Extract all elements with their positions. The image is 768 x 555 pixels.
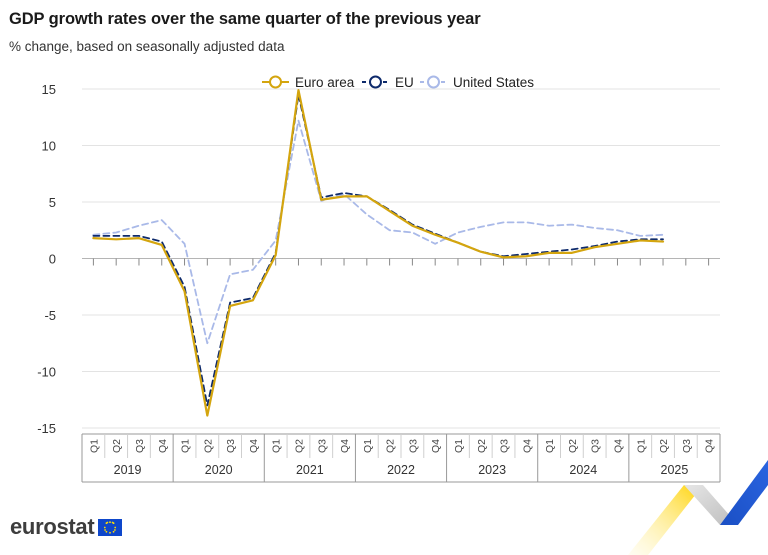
- series-line-euro-area: [92, 89, 665, 417]
- quarter-label: Q2: [202, 439, 214, 453]
- quarter-label: Q3: [134, 439, 146, 453]
- legend-label-eu: EU: [395, 75, 414, 90]
- quarter-label: Q1: [544, 439, 556, 453]
- quarter-label: Q1: [635, 439, 647, 453]
- quarter-label: Q4: [704, 439, 716, 453]
- y-tick-label: 10: [42, 139, 56, 154]
- y-tick-label: 5: [49, 195, 56, 210]
- quarter-label: Q1: [88, 439, 100, 453]
- quarter-label: Q3: [316, 439, 328, 453]
- quarter-label: Q1: [453, 439, 465, 453]
- series-line-united-states: [92, 119, 664, 345]
- y-tick-label: 15: [42, 82, 56, 97]
- quarter-label: Q4: [430, 439, 442, 453]
- year-label: 2025: [661, 463, 689, 477]
- quarter-label: Q1: [180, 439, 192, 453]
- series-line-eu: [92, 93, 664, 407]
- quarter-label: Q4: [521, 439, 533, 453]
- year-label: 2021: [296, 463, 324, 477]
- quarter-label: Q4: [339, 439, 351, 453]
- y-tick-label: -5: [44, 308, 56, 323]
- legend-marker-united-states: [427, 75, 440, 89]
- year-label: 2020: [205, 463, 233, 477]
- quarter-label: Q4: [248, 439, 260, 453]
- year-label: 2023: [478, 463, 506, 477]
- quarter-label: Q3: [225, 439, 237, 453]
- quarter-label: Q4: [612, 439, 624, 453]
- quarter-label: Q2: [293, 439, 305, 453]
- line-chart: 15 10 5 0 -5 -10 -15 Q1 Q2 Q3 Q4 Q1 Q2 Q3 Q4 Q1 Q2 Q3 Q4 Q1…: [37, 75, 721, 483]
- quarter-label: Q4: [157, 439, 169, 453]
- decorative-chevrons: [628, 460, 768, 555]
- quarter-label: Q3: [681, 439, 693, 453]
- chart-title: GDP growth rates over the same quarter o…: [9, 10, 481, 28]
- legend-marker-eu: [369, 75, 382, 89]
- quarter-label: Q3: [407, 439, 419, 453]
- year-label: 2024: [569, 463, 597, 477]
- quarter-label: Q2: [658, 439, 670, 453]
- quarter-label: Q3: [499, 439, 511, 453]
- quarter-label: Q2: [567, 439, 579, 453]
- legend-label-euro-area: Euro area: [295, 75, 355, 90]
- quarter-label: Q3: [590, 439, 602, 453]
- legend-label-united-states: United States: [453, 75, 534, 90]
- quarter-label: Q2: [476, 439, 488, 453]
- eurostat-logo: eurostat: [10, 514, 123, 540]
- quarter-label: Q2: [111, 439, 123, 453]
- year-label: 2022: [387, 463, 415, 477]
- eu-flag-icon: [98, 518, 123, 536]
- quarter-label: Q1: [362, 439, 374, 453]
- y-tick-label: 0: [49, 252, 56, 267]
- chart-subtitle: % change, based on seasonally adjusted d…: [9, 39, 285, 54]
- year-label: 2019: [114, 463, 142, 477]
- logo-text: eurostat: [10, 514, 95, 539]
- y-tick-label: -10: [37, 365, 56, 380]
- quarter-label: Q2: [385, 439, 397, 453]
- legend-marker-euro-area: [269, 75, 282, 89]
- quarter-label: Q1: [271, 439, 283, 453]
- y-tick-label: -15: [37, 421, 56, 436]
